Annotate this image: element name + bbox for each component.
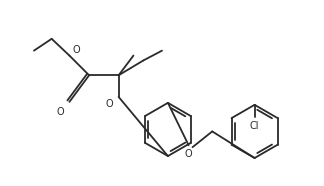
Text: O: O	[57, 107, 64, 117]
Text: O: O	[185, 149, 192, 159]
Text: O: O	[72, 45, 80, 54]
Text: Cl: Cl	[250, 121, 259, 131]
Text: O: O	[105, 99, 113, 109]
